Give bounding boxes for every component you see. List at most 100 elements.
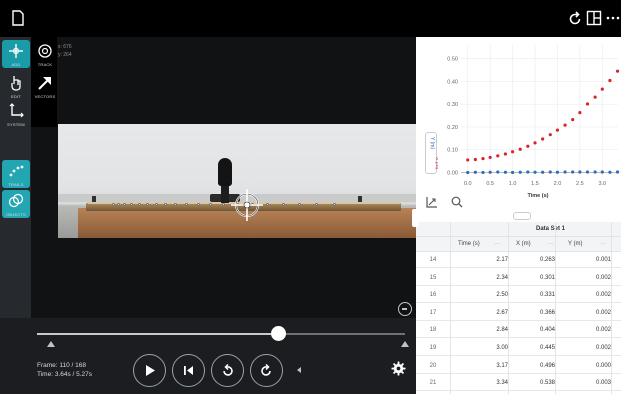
crosshair-add-icon	[9, 44, 23, 58]
tool-objects-label: OBJECTS	[6, 212, 26, 217]
x-tick-label: 0.5	[486, 181, 494, 187]
data-point-y	[526, 170, 530, 174]
cell-y: 0.003	[595, 380, 611, 387]
tool-vectors[interactable]: VECTORS	[31, 72, 59, 100]
more-menu-icon[interactable]	[605, 10, 621, 26]
column-menu-x[interactable]: ···	[548, 241, 554, 247]
trail-point	[185, 203, 189, 206]
cell-x: 0.538	[539, 380, 555, 387]
step-back-button[interactable]	[211, 354, 244, 387]
tracking-crosshair-icon[interactable]	[231, 189, 263, 221]
analysis-panel: 0.00 0.10 0.20 0.30 0.40 0.50 0.0 0.5 1.0 1.5 2.0 2…	[416, 37, 621, 394]
tool-track[interactable]: TRACK	[31, 40, 59, 68]
graph[interactable]: 0.00 0.10 0.20 0.30 0.40 0.50 0.0 0.5 1.0 1.5 2.0 2…	[416, 37, 621, 217]
x-tick-label: 0.0	[464, 181, 472, 187]
table-header-columns: Time (s) ··· X (m) ··· Y (m) ···	[416, 237, 621, 252]
table-row[interactable]: 14 2.17 0.263 0.001	[416, 252, 621, 268]
data-point-y	[510, 170, 515, 175]
column-menu-time[interactable]: ···	[494, 241, 500, 247]
transport-left	[0, 318, 31, 394]
data-point-y	[615, 170, 620, 174]
column-header-x[interactable]: X (m)	[516, 241, 531, 247]
trails-icon	[9, 165, 24, 177]
cell-y: 0.002	[595, 327, 611, 334]
rotate-back-icon	[223, 364, 233, 376]
fan-post	[221, 179, 229, 203]
column-menu-y[interactable]: ···	[600, 241, 606, 247]
frame-counter: Frame: 110 / 168	[37, 362, 87, 369]
table-row[interactable]: 21 3.34 0.538 0.003	[416, 375, 621, 392]
zoom-icon[interactable]	[451, 196, 463, 208]
data-point-x	[510, 150, 515, 154]
tool-objects[interactable]: OBJECTS	[2, 190, 30, 218]
graph-toolbar	[416, 193, 621, 213]
x-tick-label: 1.5	[531, 181, 539, 187]
tool-system[interactable]: SYSTEM	[2, 100, 30, 128]
data-point-y	[541, 170, 545, 174]
objects-icon	[8, 193, 24, 208]
table-row[interactable]: 16 2.50 0.331 0.002	[416, 287, 621, 304]
column-header-y[interactable]: Y (m)	[568, 241, 583, 247]
cell-time: 2.17	[496, 257, 508, 263]
cursor-coordinates: x: 676 y: 264	[58, 43, 72, 59]
video-frame[interactable]	[58, 124, 416, 238]
secondary-tools: TRACK VECTORS	[31, 37, 57, 127]
table-row[interactable]: 17 2.67 0.366 0.002	[416, 305, 621, 321]
settings-gear-icon[interactable]	[391, 361, 406, 376]
row-index: 15	[429, 274, 437, 281]
trail-point	[174, 203, 178, 206]
data-point-y	[593, 170, 597, 174]
axes-scale-icon[interactable]	[426, 196, 438, 208]
timeline-knob[interactable]	[270, 326, 286, 341]
table-row[interactable]: 15 2.34 0.301 0.002	[416, 270, 621, 286]
trail-point	[164, 203, 168, 206]
go-to-start-button[interactable]	[172, 354, 205, 387]
cell-x: 0.445	[539, 345, 555, 351]
top-bar	[0, 0, 621, 37]
table-row[interactable]: 18 2.84 0.404 0.002	[416, 322, 621, 339]
tool-trails-label: TRAILS	[8, 182, 24, 187]
panel-resize-handle[interactable]	[412, 209, 419, 227]
cell-time: 2.50	[496, 292, 508, 299]
tool-edit[interactable]: EDIT	[2, 72, 30, 100]
trail-point	[298, 203, 302, 206]
trail-point	[197, 203, 200, 206]
data-point-y	[488, 170, 492, 174]
data-table: Data Set 1 Time (s) ··· X (m) ··· Y (m) …	[416, 222, 621, 394]
range-start-marker[interactable]	[47, 341, 55, 347]
step-forward-button[interactable]	[250, 354, 283, 387]
table-row[interactable]: 19 3.00 0.445 0.002	[416, 340, 621, 356]
y-axis-label-box[interactable]: Y (m) X (m)	[425, 132, 440, 174]
cell-x: 0.301	[539, 274, 555, 281]
fan-cart	[218, 158, 232, 186]
playback-rate-arrow-icon[interactable]	[297, 367, 301, 373]
column-divider	[611, 222, 612, 394]
y-tick-label: 0.20	[447, 125, 458, 131]
column-divider	[508, 222, 509, 394]
data-point-x	[473, 157, 477, 162]
layout-icon[interactable]	[586, 10, 602, 26]
trail-point	[130, 203, 134, 206]
data-point-y	[578, 170, 582, 174]
row-index: 16	[429, 292, 437, 299]
play-icon	[146, 365, 155, 376]
column-header-time[interactable]: Time (s)	[458, 241, 480, 247]
reset-icon[interactable]	[567, 10, 583, 26]
y-tick-label: 0.00	[447, 170, 458, 176]
new-file-icon[interactable]	[10, 10, 26, 26]
data-point-x	[555, 128, 560, 132]
frame-info: Frame: 110 / 168 Time: 3.64s / 5.27s	[37, 361, 92, 379]
split-handle[interactable]	[513, 212, 531, 220]
cell-time: 2.34	[496, 274, 508, 281]
cell-x: 0.404	[539, 327, 555, 334]
collapse-panel-button[interactable]	[398, 302, 412, 316]
play-button[interactable]	[133, 354, 166, 387]
range-end-marker[interactable]	[401, 341, 409, 347]
data-point-x	[608, 78, 612, 83]
tool-trails[interactable]: TRAILS	[2, 160, 30, 188]
tool-add[interactable]: ADD	[2, 40, 30, 68]
table-row[interactable]: 20 3.17 0.496 0.000	[416, 358, 621, 374]
cell-y: 0.002	[595, 345, 611, 351]
row-index: 20	[429, 362, 437, 369]
tool-sidebar: ADD EDIT SYSTEM TRAILS OBJECTS	[0, 37, 31, 318]
